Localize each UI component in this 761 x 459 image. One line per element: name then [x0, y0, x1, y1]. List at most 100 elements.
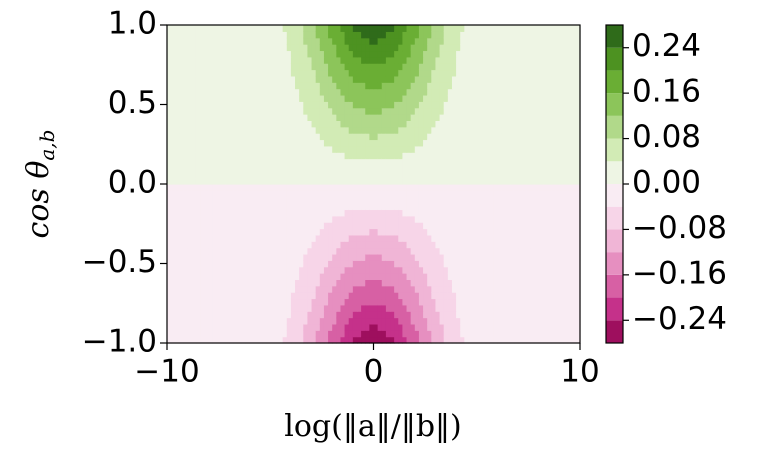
contour-cell [534, 120, 540, 128]
contour-cell [187, 222, 193, 230]
contour-cell [195, 107, 201, 115]
contour-cell [485, 260, 490, 268]
contour-cell [261, 152, 267, 160]
contour-cell [518, 145, 523, 153]
contour-cell [385, 222, 391, 230]
contour-cell [261, 31, 267, 39]
contour-cell [542, 266, 548, 274]
contour-cell [315, 266, 321, 274]
contour-cell [447, 31, 453, 39]
contour-cell [460, 120, 465, 128]
contour-cell [505, 298, 511, 306]
contour-cell [456, 196, 461, 204]
contour-cell [257, 114, 263, 121]
contour-cell [191, 107, 197, 115]
contour-cell [410, 266, 416, 274]
contour-cell [534, 234, 540, 242]
contour-cell [476, 279, 482, 287]
contour-cell [369, 304, 375, 312]
contour-cell [522, 56, 527, 64]
contour-cell [542, 298, 548, 306]
contour-cell [485, 285, 490, 293]
contour-cell [200, 228, 205, 236]
contour-cell [546, 31, 552, 39]
contour-cell [356, 164, 362, 172]
contour-cell [555, 317, 560, 325]
contour-cell [303, 139, 309, 147]
contour-cell [390, 298, 395, 306]
contour-cell [394, 82, 399, 90]
contour-cell [427, 241, 432, 249]
contour-cell [410, 234, 416, 242]
contour-cell [398, 253, 404, 261]
contour-cell [505, 37, 511, 45]
contour-cell [464, 139, 470, 147]
contour-cell [241, 120, 247, 128]
contour-cell [340, 44, 346, 52]
contour-cell [200, 177, 205, 185]
contour-cell [303, 311, 309, 319]
contour-cell [427, 25, 432, 32]
contour-cell [472, 266, 478, 274]
contour-cell [501, 260, 507, 268]
contour-cell [505, 273, 511, 280]
contour-cell [551, 114, 556, 121]
contour-cell [365, 273, 370, 280]
contour-cell [348, 228, 354, 236]
contour-cell [290, 88, 296, 96]
contour-cell [237, 330, 242, 338]
contour-cell [328, 37, 333, 45]
contour-cell [513, 203, 519, 211]
contour-cell [352, 285, 358, 293]
contour-cell [390, 209, 395, 217]
contour-cell [385, 133, 391, 141]
contour-cell [286, 323, 292, 331]
contour-cell [563, 203, 569, 211]
contour-cell [534, 190, 540, 198]
contour-cell [311, 44, 317, 52]
contour-cell [274, 190, 280, 198]
contour-cell [278, 50, 284, 58]
contour-cell [509, 330, 515, 338]
contour-cell [546, 234, 552, 242]
contour-cell [373, 215, 379, 223]
contour-cell [530, 285, 536, 293]
contour-cell [365, 114, 370, 121]
contour-cell [307, 190, 313, 198]
contour-cell [195, 101, 201, 109]
contour-cell [274, 50, 280, 58]
contour-cell [497, 126, 503, 134]
contour-cell [208, 37, 214, 45]
contour-cell [249, 215, 255, 223]
contour-cell [468, 203, 474, 211]
contour-cell [295, 37, 300, 45]
contour-cell [435, 101, 441, 109]
contour-cell [377, 298, 383, 306]
contour-cell [513, 63, 519, 71]
contour-cell [233, 298, 238, 306]
contour-cell [245, 311, 251, 319]
contour-cell [373, 234, 379, 242]
contour-cell [261, 50, 267, 58]
contour-cell [171, 158, 176, 166]
contour-cell [439, 196, 445, 204]
contour-cell [513, 196, 519, 204]
contour-cell [546, 330, 552, 338]
contour-cell [559, 228, 565, 236]
contour-cell [286, 253, 292, 261]
contour-cell [447, 56, 453, 64]
contour-cell [332, 190, 337, 198]
contour-cell [501, 44, 507, 52]
contour-cell [542, 177, 548, 185]
contour-cell [220, 37, 226, 45]
contour-cell [212, 164, 218, 172]
contour-cell [212, 222, 218, 230]
contour-cell [323, 164, 329, 172]
contour-cell [328, 88, 333, 96]
contour-cell [518, 330, 523, 338]
contour-cell [509, 298, 515, 306]
contour-cell [480, 304, 486, 312]
contour-cell [526, 285, 532, 293]
contour-cell [195, 247, 201, 255]
contour-cell [233, 266, 238, 274]
